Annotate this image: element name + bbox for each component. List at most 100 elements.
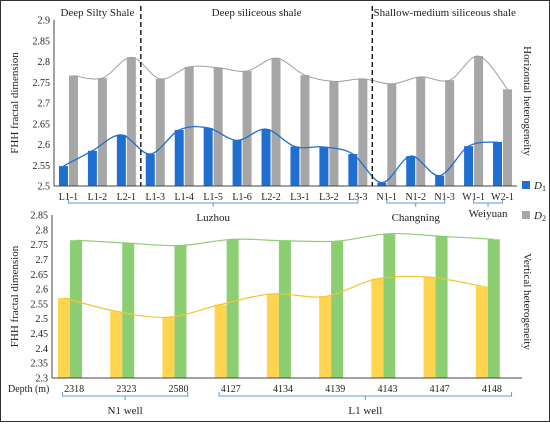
- x-tick-label: W2-1: [491, 192, 514, 203]
- bar-d2: [358, 78, 368, 186]
- bar-d2: [70, 240, 82, 378]
- bar-d1: [464, 146, 474, 186]
- group-changning-label: Changning: [392, 212, 441, 224]
- y-tick-label: 2.5: [38, 182, 51, 193]
- bar-d1: [406, 156, 416, 186]
- x-tick-label: 2318: [64, 384, 84, 395]
- x-tick-label: 4148: [482, 384, 502, 395]
- x-tick-label: L1-4: [174, 192, 193, 203]
- x-tick-label: L2-1: [117, 192, 136, 203]
- bar-d2: [387, 83, 397, 186]
- y-tick-label: 2.65: [33, 119, 51, 130]
- x-tick-label: 4139: [325, 384, 345, 395]
- y-tick-label: 2.35: [31, 359, 49, 370]
- y-tick-label: 2.6: [38, 140, 51, 151]
- y-axis-label: FHH fractal dimension: [9, 245, 21, 347]
- bar-d1: [110, 311, 123, 378]
- y-axis-label: FHH fractal dimension: [9, 52, 21, 154]
- bar-d2: [416, 76, 426, 186]
- y-tick-label: 2.8: [38, 57, 51, 68]
- y-tick-label: 2.75: [31, 240, 49, 251]
- right-axis-label: Vertical heterogeneity: [521, 253, 533, 350]
- x-tick-label: 4127: [221, 384, 241, 395]
- legend-subscript: 1: [542, 184, 546, 193]
- y-tick-label: 2.55: [33, 161, 51, 172]
- y-tick-label: 2.85: [31, 211, 49, 222]
- x-tick-label: 2580: [169, 384, 189, 395]
- y-tick-label: 2.65: [31, 270, 49, 281]
- region-label: Shallow-medium siliceous shale: [373, 7, 515, 19]
- y-tick-label: 2.55: [31, 299, 49, 310]
- horizontal-heterogeneity-chart: 2.5 2.55 2.6 2.65 2.7 2.75 2.8 2.85 2.9 FHH fract…: [9, 6, 533, 224]
- y-tick-label: 2.3: [36, 374, 49, 385]
- bar-d1: [203, 127, 213, 186]
- x-tick-label: N1-2: [405, 192, 426, 203]
- vertical-heterogeneity-chart: 2.3 2.35 2.4 2.45 2.5 2.55 2.6 2.65 2.7 2.75 2.8 2.…: [8, 211, 533, 418]
- bar-d1: [261, 129, 271, 186]
- bar-d1: [435, 175, 445, 186]
- x-tick-label: 4147: [430, 384, 450, 395]
- group-n1-well-label: N1 well: [108, 405, 143, 417]
- bar-d1: [214, 304, 227, 378]
- bar-d1: [58, 297, 70, 378]
- region-label: Deep siliceous shale: [212, 7, 302, 19]
- bar-d1: [493, 142, 503, 186]
- bar-d2: [503, 89, 513, 186]
- x-tick-label: W1-1: [462, 192, 485, 203]
- bar-d2: [226, 239, 239, 378]
- bar-d2: [155, 78, 165, 186]
- bar-d2: [329, 81, 339, 186]
- bar-d1: [475, 286, 488, 378]
- legend-swatch-d2: [522, 211, 530, 219]
- d1-trend-line: [63, 125, 498, 184]
- legend-label-d2: D2: [533, 210, 546, 223]
- y-tick-label: 2.45: [31, 329, 49, 340]
- group-weiyuan-bracket: [473, 199, 504, 207]
- bar-d2: [242, 71, 252, 186]
- x-tick-label: 2323: [116, 384, 136, 395]
- x-tick-label: 4143: [377, 384, 397, 395]
- y-tick-label: 2.9: [38, 16, 51, 27]
- y-tick-label: 2.75: [33, 78, 51, 89]
- legend-swatch-d1: [522, 181, 530, 189]
- x-tick-label: N1-3: [434, 192, 455, 203]
- x-tick-label: L1-1: [59, 192, 78, 203]
- bar-d1: [319, 146, 329, 186]
- d2-trend-line: [73, 55, 508, 90]
- bar-d2: [174, 245, 187, 378]
- bar-d1: [162, 317, 175, 378]
- bar-d1: [371, 278, 384, 378]
- bar-d1: [145, 154, 155, 186]
- group-l1-well-label: L1 well: [348, 405, 382, 417]
- y-tick-label: 2.4: [36, 344, 49, 355]
- right-axis-label: Horizontal heterogeneity: [521, 46, 533, 156]
- group-n1-well-bracket: [61, 392, 189, 400]
- bar-d2: [68, 75, 78, 186]
- bar-d1: [319, 296, 332, 378]
- bar-d2: [126, 57, 136, 186]
- bar-d1: [87, 150, 97, 186]
- x-tick-label: N1-1: [377, 192, 398, 203]
- group-luzhou-label: Luzhou: [196, 212, 230, 224]
- bar-d1: [377, 182, 387, 186]
- bar-d1: [423, 277, 436, 378]
- bar-d2: [435, 236, 448, 378]
- x-tick-label: L3-3: [348, 192, 367, 203]
- x-tick-label: L3-2: [319, 192, 338, 203]
- x-tick-label: L2-2: [261, 192, 280, 203]
- bar-d2: [331, 241, 344, 378]
- bar-d1: [266, 293, 279, 378]
- bar-d2: [445, 80, 455, 186]
- x-tick-label: L1-6: [232, 192, 251, 203]
- bar-d2: [97, 78, 107, 186]
- y-tick-label: 2.7: [38, 99, 51, 110]
- bar-d2: [278, 240, 291, 378]
- bar-d1: [58, 166, 68, 186]
- bar-d2: [184, 66, 194, 186]
- y-tick-label: 2.6: [36, 285, 49, 296]
- x-tick-label: L1-5: [203, 192, 222, 203]
- bar-d2: [487, 239, 500, 378]
